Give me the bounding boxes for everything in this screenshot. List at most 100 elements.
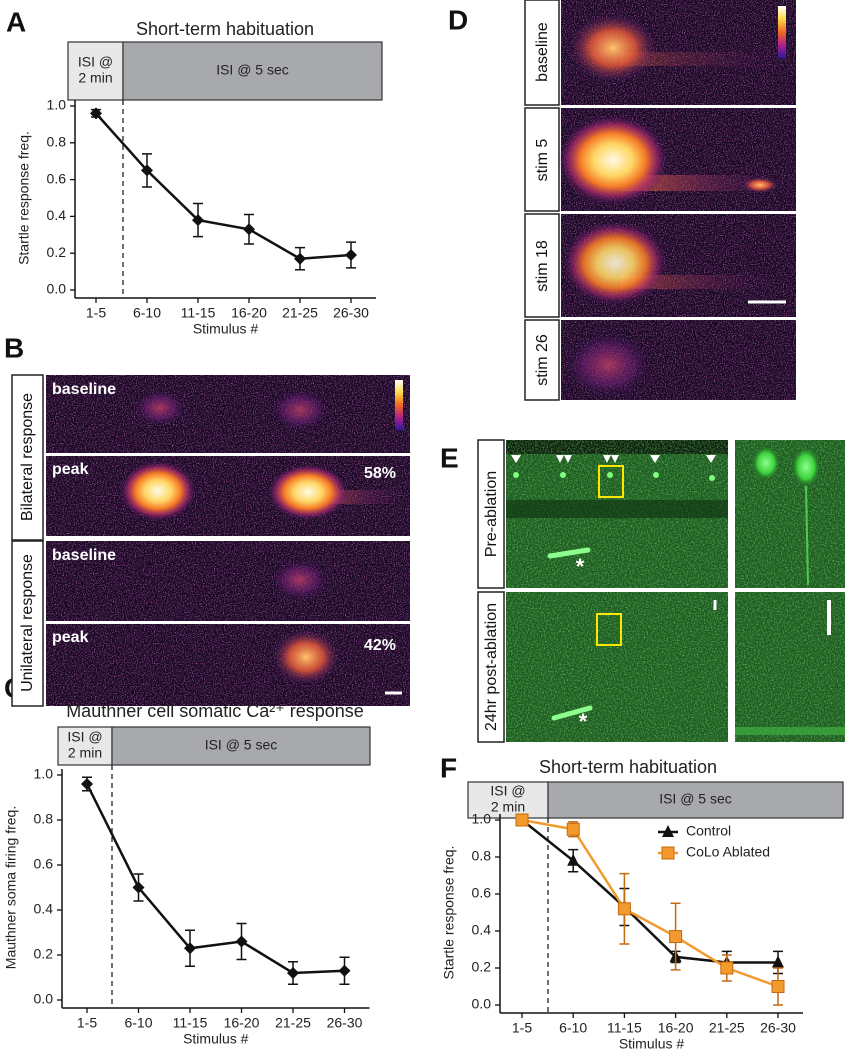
panel-letter: F: [440, 752, 457, 783]
phase-label: ISI @: [67, 729, 102, 745]
phase-label: ISI @: [490, 783, 525, 799]
cell: [568, 13, 658, 83]
asterisk: *: [579, 709, 588, 734]
colorbar: [395, 380, 403, 430]
phase-label: ISI @ 5 sec: [216, 62, 289, 78]
x-tick-label: 16-20: [231, 305, 267, 321]
data-line: [85, 783, 345, 975]
image-band: [735, 727, 845, 735]
data-point: [287, 967, 299, 979]
data-point: [338, 964, 351, 977]
legend-label: CoLo Ablated: [686, 844, 770, 860]
data-point: [243, 223, 255, 236]
label-box: [524, 107, 560, 212]
row-label: stim 18: [534, 240, 551, 292]
x-tick-label: 16-20: [658, 1020, 694, 1036]
data-point: [772, 955, 784, 968]
cell: [268, 464, 348, 520]
y-tick-label: 1.0: [34, 766, 54, 782]
panel-letter: D: [448, 4, 468, 35]
y-tick-label: 0.8: [472, 848, 492, 864]
cell: [566, 333, 650, 397]
cell-dot: [607, 472, 613, 478]
asterisk: *: [576, 554, 585, 579]
x-axis-label: Stimulus #: [183, 1031, 249, 1047]
line-chart: Short-term habituation ISI @2 min ISI @ 5 …: [16, 19, 383, 337]
image-noise: [46, 541, 410, 621]
y-tick-label: 0.0: [472, 996, 492, 1012]
cell: [558, 115, 668, 205]
row-label: peak: [52, 461, 89, 478]
phase-label: 2 min: [491, 799, 525, 815]
row-label: peak: [52, 629, 89, 646]
y-tick-label: 0.6: [47, 170, 67, 186]
arrowheads: [511, 455, 716, 463]
x-tick-label: 26-30: [333, 305, 369, 321]
legend-label: Control: [686, 823, 731, 839]
data-point: [345, 249, 357, 262]
axon: [620, 52, 790, 66]
cell-dot: [653, 472, 659, 478]
cell-dot: [709, 475, 715, 481]
x-tick-label: 26-30: [327, 1015, 363, 1031]
chart-title: Short-term habituation: [136, 19, 314, 39]
data-line: [521, 818, 779, 988]
cell: [135, 390, 185, 426]
glow-streak: [547, 547, 591, 559]
percent-label: 58%: [364, 465, 396, 482]
panel-letter: A: [6, 6, 26, 37]
data-point: [662, 825, 674, 837]
data-point: [720, 961, 734, 975]
cell: [272, 390, 328, 430]
data-point: [669, 930, 683, 944]
x-tick-label: 21-25: [709, 1020, 745, 1036]
y-axis-label: Mauthner soma firing freq.: [3, 806, 19, 969]
data-point: [132, 881, 145, 894]
y-tick-label: 0.2: [47, 244, 67, 260]
image-noise: [735, 440, 845, 588]
panel-e: Pre-ablation 24hr post-ablation * *: [477, 439, 845, 743]
x-tick-label: 21-25: [282, 305, 318, 321]
data-point: [81, 778, 93, 790]
panel-letter: B: [4, 332, 24, 363]
roi-box: [598, 465, 624, 498]
y-tick-label: 0.4: [472, 922, 492, 938]
x-tick-label: 16-20: [224, 1015, 260, 1031]
data-point: [184, 942, 196, 955]
cell: [272, 560, 328, 600]
x-tick-label: 11-15: [173, 1015, 208, 1031]
x-tick-label: 1-5: [77, 1015, 97, 1031]
panel-d: baseline stim 5 stim 18 stim 26: [524, 0, 796, 401]
phase-box: [57, 726, 113, 766]
x-tick-label: 6-10: [559, 1020, 587, 1036]
y-tick-label: 0.8: [34, 811, 54, 827]
x-tick-label: 6-10: [133, 305, 161, 321]
panel-b: Bilateral response Unilateral response b…: [11, 374, 410, 707]
data-line: [521, 819, 778, 964]
data-point: [661, 846, 675, 860]
phase-box: [111, 726, 371, 766]
data-point: [294, 252, 306, 265]
label-box: [11, 374, 44, 541]
y-tick-label: 1.0: [472, 811, 492, 827]
axon: [805, 485, 809, 586]
phase-label: ISI @ 5 sec: [659, 791, 732, 807]
x-tick-label: 1-5: [86, 305, 106, 321]
data-point: [566, 822, 580, 836]
line-chart: Short-term habituation ISI @2 min ISI @ 5 …: [441, 757, 844, 1052]
x-tick-label: 11-15: [181, 305, 216, 321]
data-line: [95, 112, 352, 260]
data-point: [567, 853, 580, 866]
row-label: 24hr post-ablation: [483, 603, 500, 731]
cell: [272, 629, 340, 685]
y-axis-label: Startle response freq.: [16, 131, 32, 265]
panel-letter: E: [440, 442, 459, 473]
x-tick-label: 26-30: [760, 1020, 796, 1036]
image-noise: [735, 592, 845, 742]
y-tick-label: 0.2: [472, 959, 492, 975]
image-noise: [46, 624, 410, 706]
percent-label: 42%: [364, 637, 396, 654]
axon-spot: [742, 177, 778, 193]
group-label: Bilateral response: [19, 393, 36, 521]
y-tick-label: 0.2: [34, 946, 54, 962]
